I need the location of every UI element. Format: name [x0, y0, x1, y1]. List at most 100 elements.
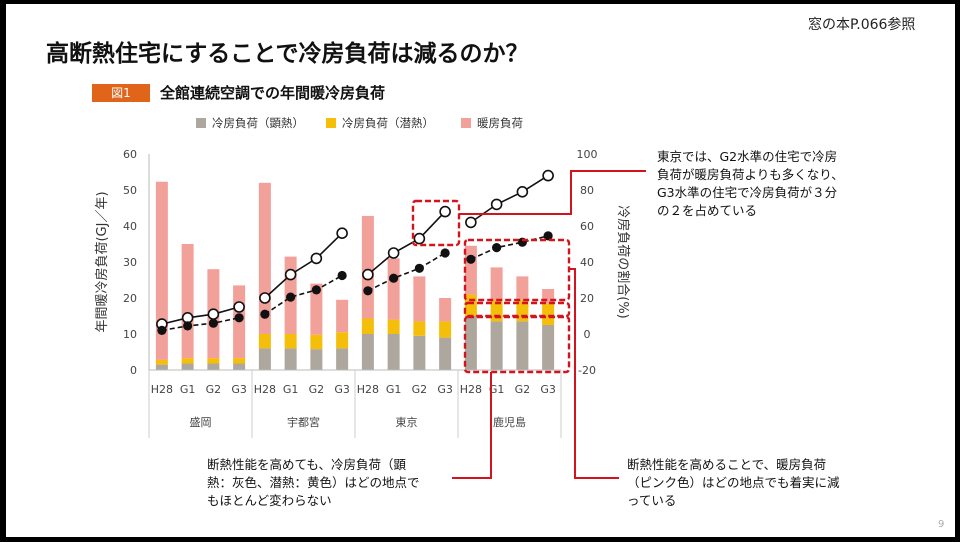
y-left-axis-label: 年間暖冷房負荷(GJ／年): [94, 191, 110, 332]
bar-1-11: [413, 335, 426, 370]
axes: 0 10 20 30 40 50 60 -20 0 20 40 60 80 100 H28 G1 G2 G3 H28…: [94, 148, 631, 438]
legend-swatch: [326, 118, 336, 128]
bar-2-3: [207, 358, 220, 364]
bar-3-12: [439, 298, 452, 322]
y-right-tick-label: 80: [580, 184, 594, 197]
y-left-tick-label: 20: [123, 292, 137, 305]
chart-legend: 冷房負荷（顕熱） 冷房負荷（潜熱） 暖房負荷: [196, 116, 523, 130]
y-left-tick-label: 10: [123, 328, 137, 341]
ratio-point-open: [439, 205, 451, 218]
legend-swatch: [461, 118, 471, 128]
bar-3-14: [490, 267, 503, 300]
ratio-point-open: [413, 232, 426, 245]
y-right-axis-label: 冷房負荷の割合(%): [615, 205, 631, 319]
annotations: [411, 170, 646, 479]
ratio-point-filled: [234, 313, 244, 323]
ratio-point-filled: [414, 263, 424, 273]
leader-cooling: [452, 372, 492, 479]
bar-2-9: [361, 318, 374, 334]
bar-1-14: [490, 321, 503, 370]
highlight-box-tokyo-g3: [411, 199, 461, 247]
ratio-point-open: [310, 252, 323, 265]
x-tick-label: H28: [357, 383, 379, 396]
reference-text: 窓の本P.066参照: [808, 17, 916, 33]
bar-3-15: [516, 276, 529, 300]
ratio-point-filled: [183, 321, 193, 331]
x-tick-label: G1: [386, 383, 402, 396]
y-right-tick-label: 20: [580, 292, 594, 305]
bar-3-10: [387, 258, 400, 320]
ratio-point-filled: [286, 292, 296, 302]
ratio-point-open: [490, 198, 503, 211]
ratio-line-1: [161, 306, 240, 325]
bar-1-1: [155, 364, 168, 370]
bar-1-8: [336, 348, 349, 370]
ratio-line-2: [367, 252, 446, 292]
bar-3-1: [155, 181, 168, 360]
ratio-line-2: [264, 274, 343, 315]
leader-tokyo: [459, 170, 646, 215]
bar-3-13: [464, 245, 477, 295]
ratio-point-open: [181, 311, 194, 324]
ratio-point-open: [259, 292, 271, 304]
bar-1-13: [464, 316, 477, 370]
ratio-point-filled: [311, 285, 321, 295]
ratio-point-open: [284, 268, 297, 281]
bar-1-15: [516, 321, 529, 370]
legend-label: 冷房負荷（潜熱）: [342, 116, 434, 130]
ratio-point-filled: [543, 231, 553, 241]
x-tick-label: G2: [309, 383, 325, 396]
bar-3-16: [542, 289, 555, 304]
ratio-line-1: [470, 174, 549, 224]
ratio-point-open: [207, 308, 220, 321]
ratio-point-filled: [157, 325, 167, 335]
x-tick-label: H28: [254, 383, 276, 396]
x-tick-label: G1: [283, 383, 299, 396]
x-tick-label: G3: [437, 383, 453, 396]
note-cooling: 断熱性能を高めても、冷房負荷（顕 熱：灰色、潜熱：黄色）はどの地点で もほとんど…: [207, 457, 420, 508]
ratio-lines: [156, 169, 554, 335]
ratio-point-filled: [208, 318, 218, 328]
bar-3-9: [361, 215, 374, 319]
x-tick-label: G2: [412, 383, 428, 396]
bar-3-7: [310, 283, 323, 335]
note-heating: 断熱性能を高めることで、暖房負荷 （ピンク色）はどの地点でも着実に減 っている: [627, 457, 840, 508]
x-tick-label: G3: [540, 383, 556, 396]
bar-3-2: [181, 244, 194, 359]
ratio-point-filled: [440, 248, 450, 258]
ratio-point-open: [336, 227, 348, 239]
y-right-tick-label: 0: [584, 328, 591, 341]
bar-1-5: [258, 348, 271, 370]
x-tick-label: G1: [489, 383, 505, 396]
bar-2-7: [310, 334, 323, 350]
ratio-point-open: [362, 268, 374, 281]
figure-badge: 図1: [92, 84, 150, 102]
ratio-point-filled: [466, 254, 476, 264]
ratio-point-filled: [363, 286, 373, 296]
ratio-line-2: [161, 317, 240, 332]
bar-2-10: [387, 319, 400, 334]
x-tick-label: G2: [515, 383, 531, 396]
y-right-tick-label: 40: [580, 256, 594, 269]
slide-title: 高断熱住宅にすることで冷房負荷は減るのか？: [46, 41, 529, 67]
x-tick-label: H28: [151, 383, 173, 396]
ratio-line-1: [264, 232, 343, 299]
ratio-point-filled: [337, 270, 347, 281]
y-left-tick-label: 0: [130, 364, 137, 377]
legend-swatch: [196, 118, 206, 128]
bar-2-11: [413, 321, 426, 336]
legend-label: 冷房負荷（顕熱）: [212, 116, 304, 130]
bar-1-7: [310, 349, 323, 370]
bar-1-2: [181, 363, 194, 370]
bar-1-3: [207, 363, 220, 370]
legend-label: 暖房負荷: [477, 116, 523, 130]
slide: 窓の本P.066参照 高断熱住宅にすることで冷房負荷は減るのか？ 図1 全館連続…: [6, 4, 955, 537]
ratio-point-filled: [492, 243, 502, 253]
y-right-tick-label: 100: [577, 148, 598, 161]
x-tick-label: G3: [334, 383, 350, 396]
ratio-line-1: [367, 211, 446, 276]
group-label: 東京: [396, 415, 418, 429]
bar-2-16: [542, 303, 555, 325]
y-left-tick-label: 30: [123, 256, 137, 269]
bar-2-6: [284, 334, 297, 349]
